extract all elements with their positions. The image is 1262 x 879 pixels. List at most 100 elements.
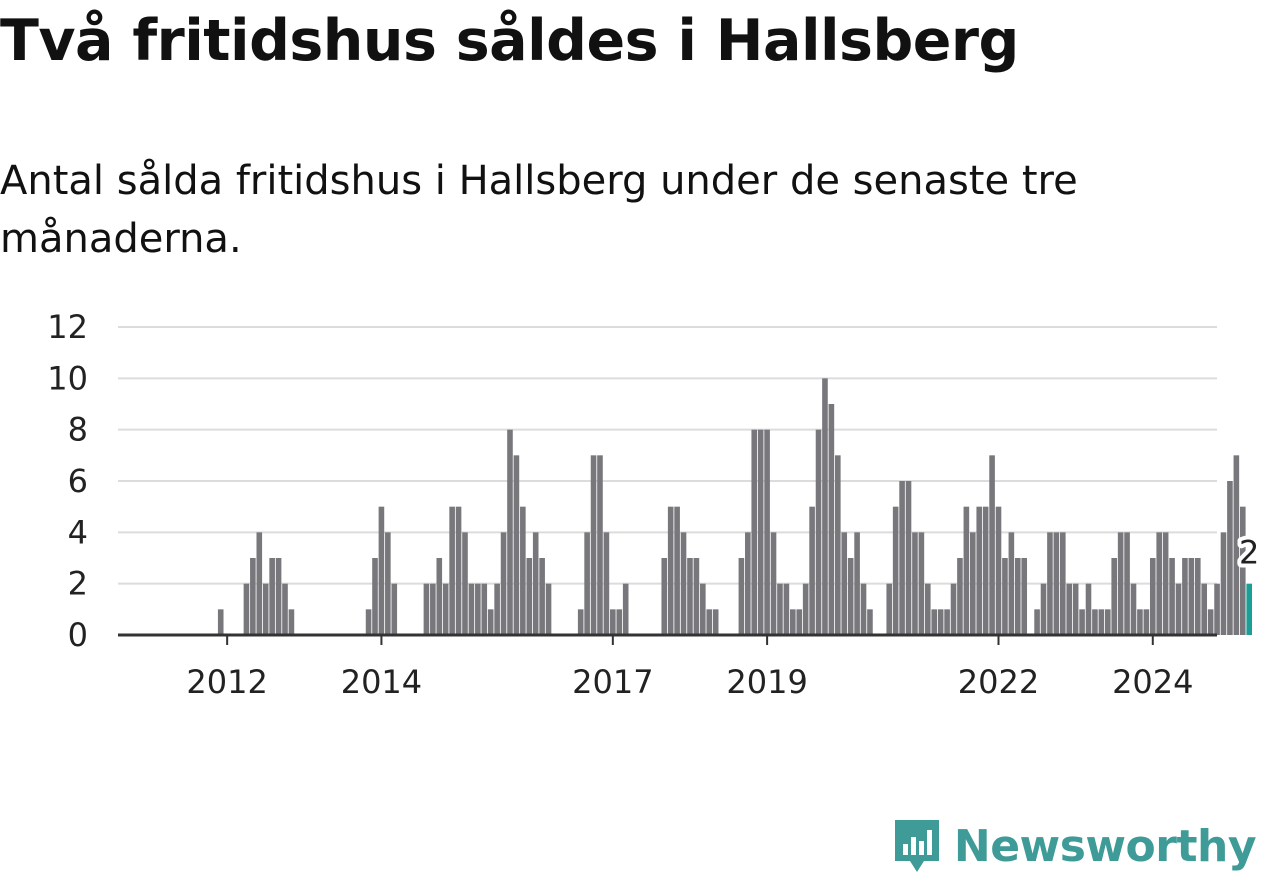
bar [777, 583, 783, 635]
x-tick-label: 2019 [726, 663, 807, 701]
bar [828, 404, 835, 635]
bar [1124, 532, 1130, 635]
bar [1008, 532, 1015, 635]
bar [963, 506, 970, 635]
bar [1002, 558, 1008, 635]
bar [989, 455, 995, 635]
bar [957, 558, 963, 635]
bar [288, 609, 295, 635]
x-tick-label: 2022 [958, 663, 1039, 701]
y-tick-label: 12 [47, 308, 88, 346]
bar [487, 609, 494, 635]
bar [892, 506, 899, 635]
bar [1188, 558, 1195, 635]
bar [1072, 583, 1079, 635]
bar [783, 583, 790, 635]
bar [745, 532, 751, 635]
bar [468, 583, 475, 635]
gridlines [118, 326, 1217, 585]
bar [423, 583, 430, 635]
bar [970, 532, 976, 635]
bar [1053, 532, 1060, 635]
bar [822, 378, 828, 635]
bar [674, 506, 680, 635]
bar [217, 609, 224, 635]
bar [1021, 558, 1028, 635]
bar [815, 429, 822, 635]
bar [706, 609, 713, 635]
axes: 0 2 4 6 8 10 12 2012 2014 2017 2019 2022 2024 2 [47, 308, 1262, 701]
bar [1092, 609, 1098, 635]
bar [841, 532, 848, 635]
bar [867, 609, 873, 635]
bar [481, 583, 488, 635]
x-tick-label: 2017 [572, 663, 653, 701]
bar [770, 532, 777, 635]
chart-subtitle: Antal sålda fritidshus i Hallsberg under… [0, 158, 1078, 262]
bar [687, 558, 693, 635]
bar [385, 532, 391, 635]
bar [532, 532, 539, 635]
y-tick-label: 4 [68, 513, 88, 551]
bar [944, 609, 950, 635]
bar [1194, 558, 1201, 635]
newsworthy-logo-icon [894, 820, 939, 872]
bar [1117, 532, 1124, 635]
bar [250, 558, 256, 635]
bar [1201, 583, 1208, 635]
bar-chart: 0 2 4 6 8 10 12 2012 2014 2017 2019 2022 2024 2 [47, 308, 1262, 701]
bar [1214, 583, 1220, 635]
bar [886, 583, 893, 635]
bar [661, 558, 668, 635]
bar [937, 609, 944, 635]
bar [1162, 532, 1169, 635]
bar [1079, 609, 1085, 635]
bar [622, 583, 629, 635]
bar [931, 609, 938, 635]
bar [809, 506, 815, 635]
bar [462, 532, 468, 635]
bar [1098, 609, 1105, 635]
bar [918, 532, 925, 635]
bar [1220, 532, 1227, 635]
bar [436, 558, 443, 635]
bar [603, 532, 610, 635]
bar [860, 583, 867, 635]
bar [1149, 558, 1156, 635]
bar [372, 558, 378, 635]
x-tick-label: 2024 [1112, 663, 1193, 701]
bar [982, 506, 989, 635]
bar [590, 455, 597, 635]
bar [526, 558, 533, 635]
bar [584, 532, 590, 635]
bar [1143, 609, 1150, 635]
bar [275, 558, 282, 635]
bar [1034, 609, 1040, 635]
bar [1227, 481, 1233, 635]
bar [442, 583, 449, 635]
bar [1156, 532, 1163, 635]
bar [475, 583, 481, 635]
bar [700, 583, 706, 635]
y-tick-label: 6 [68, 462, 88, 500]
bar [738, 558, 745, 635]
bar [757, 429, 764, 635]
bar [1111, 558, 1118, 635]
bar [835, 455, 841, 635]
newsworthy-logo[interactable]: Newsworthy [892, 817, 1257, 875]
bar [391, 583, 398, 635]
y-tick-label: 2 [68, 565, 88, 603]
bar [455, 506, 462, 635]
bar [500, 532, 507, 635]
y-tick-label: 0 [68, 616, 88, 654]
bar [899, 481, 905, 635]
bar [282, 583, 288, 635]
bar [430, 583, 436, 635]
bar [905, 481, 912, 635]
bar [365, 609, 372, 635]
bar [616, 609, 623, 635]
bar [1047, 532, 1053, 635]
bar [802, 583, 809, 635]
bar [449, 506, 455, 635]
y-tick-label: 10 [47, 359, 88, 397]
